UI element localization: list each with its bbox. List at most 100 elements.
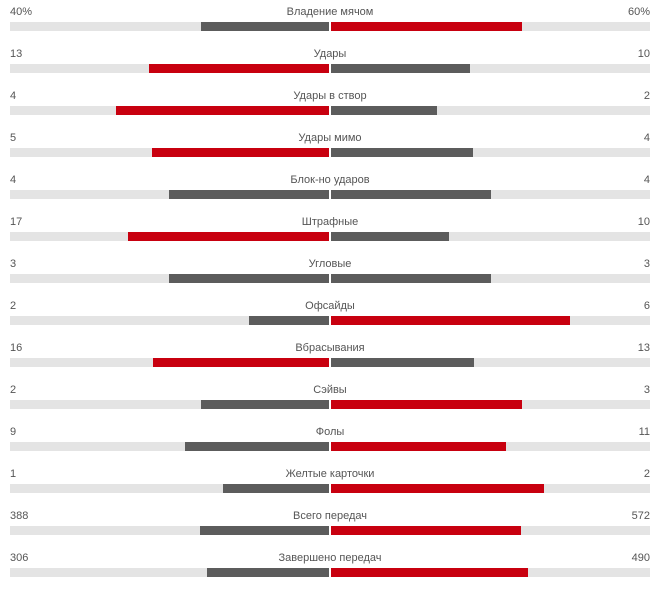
stat-label-line: 9 Фолы 11 [10, 425, 650, 439]
away-bar-fill [331, 22, 522, 31]
stat-name: Желтые карточки [285, 468, 375, 480]
away-bar-fill [331, 106, 437, 115]
home-value: 388 [10, 510, 29, 522]
away-value: 3 [643, 258, 650, 270]
away-bar-track [331, 526, 650, 535]
home-bar-track [10, 568, 329, 577]
home-bar-fill [200, 526, 329, 535]
stat-name: Вбрасывания [295, 342, 365, 354]
stat-bar [10, 148, 650, 157]
stat-row: 4 Блок-но ударов 4 [0, 168, 660, 210]
stat-name: Всего передач [293, 510, 367, 522]
away-bar-track [331, 400, 650, 409]
away-bar-fill [331, 316, 570, 325]
away-bar-track [331, 316, 650, 325]
away-bar-fill [331, 484, 544, 493]
home-value: 306 [10, 552, 29, 564]
stat-row: 17 Штрафные 10 [0, 210, 660, 252]
stat-name: Угловые [308, 258, 352, 270]
home-value: 40% [10, 6, 33, 18]
stat-label-line: 3 Угловые 3 [10, 257, 650, 271]
home-bar-track [10, 148, 329, 157]
home-value: 5 [10, 132, 17, 144]
stat-row: 2 Офсайды 6 [0, 294, 660, 336]
away-bar-fill [331, 568, 528, 577]
stat-label-line: 1 Желтые карточки 2 [10, 467, 650, 481]
away-bar-track [331, 22, 650, 31]
stat-bar [10, 442, 650, 451]
home-bar-fill [201, 400, 329, 409]
home-bar-track [10, 22, 329, 31]
home-bar-fill [169, 190, 329, 199]
away-value: 13 [637, 342, 650, 354]
stat-label-line: 13 Удары 10 [10, 47, 650, 61]
stat-row: 5 Удары мимо 4 [0, 126, 660, 168]
stat-bar [10, 64, 650, 73]
away-value: 10 [637, 216, 650, 228]
home-bar-track [10, 274, 329, 283]
home-bar-track [10, 106, 329, 115]
away-value: 490 [631, 552, 650, 564]
home-bar-fill [223, 484, 329, 493]
stat-bar [10, 568, 650, 577]
stat-bar [10, 358, 650, 367]
stat-name: Удары мимо [298, 132, 362, 144]
away-value: 4 [643, 174, 650, 186]
away-bar-fill [331, 274, 491, 283]
away-bar-fill [331, 148, 473, 157]
stat-bar [10, 484, 650, 493]
stat-label-line: 40% Владение мячом 60% [10, 5, 650, 19]
home-value: 17 [10, 216, 23, 228]
stat-row: 1 Желтые карточки 2 [0, 462, 660, 504]
home-value: 4 [10, 90, 17, 102]
stat-row: 2 Сэйвы 3 [0, 378, 660, 420]
away-bar-track [331, 148, 650, 157]
away-bar-fill [331, 526, 521, 535]
home-bar-fill [153, 358, 329, 367]
away-bar-track [331, 274, 650, 283]
home-value: 16 [10, 342, 23, 354]
away-bar-fill [331, 190, 491, 199]
away-bar-track [331, 484, 650, 493]
home-bar-track [10, 442, 329, 451]
away-bar-track [331, 106, 650, 115]
stat-bar [10, 316, 650, 325]
stat-label-line: 17 Штрафные 10 [10, 215, 650, 229]
stat-name: Фолы [315, 426, 345, 438]
away-bar-track [331, 568, 650, 577]
stat-bar [10, 274, 650, 283]
stat-row: 40% Владение мячом 60% [0, 0, 660, 42]
home-bar-fill [152, 148, 329, 157]
away-value: 60% [627, 6, 650, 18]
stat-label-line: 4 Блок-но ударов 4 [10, 173, 650, 187]
away-value: 6 [643, 300, 650, 312]
stat-bar [10, 106, 650, 115]
home-bar-fill [149, 64, 329, 73]
away-bar-fill [331, 64, 470, 73]
stat-name: Удары в створ [293, 90, 367, 102]
away-value: 3 [643, 384, 650, 396]
home-value: 2 [10, 384, 17, 396]
stat-label-line: 2 Офсайды 6 [10, 299, 650, 313]
stat-name: Офсайды [305, 300, 355, 312]
stat-name: Владение мячом [286, 6, 374, 18]
stat-row: 13 Удары 10 [0, 42, 660, 84]
away-bar-fill [331, 442, 506, 451]
stat-label-line: 16 Вбрасывания 13 [10, 341, 650, 355]
stat-row: 9 Фолы 11 [0, 420, 660, 462]
away-bar-fill [331, 358, 474, 367]
home-value: 2 [10, 300, 17, 312]
home-value: 4 [10, 174, 17, 186]
away-value: 11 [638, 426, 650, 438]
home-bar-track [10, 400, 329, 409]
home-bar-track [10, 232, 329, 241]
home-value: 3 [10, 258, 17, 270]
home-bar-track [10, 358, 329, 367]
stat-row: 4 Удары в створ 2 [0, 84, 660, 126]
stat-name: Штрафные [301, 216, 359, 228]
stat-label-line: 388 Всего передач 572 [10, 509, 650, 523]
home-bar-fill [185, 442, 329, 451]
away-bar-track [331, 358, 650, 367]
stat-name: Удары [313, 48, 347, 60]
